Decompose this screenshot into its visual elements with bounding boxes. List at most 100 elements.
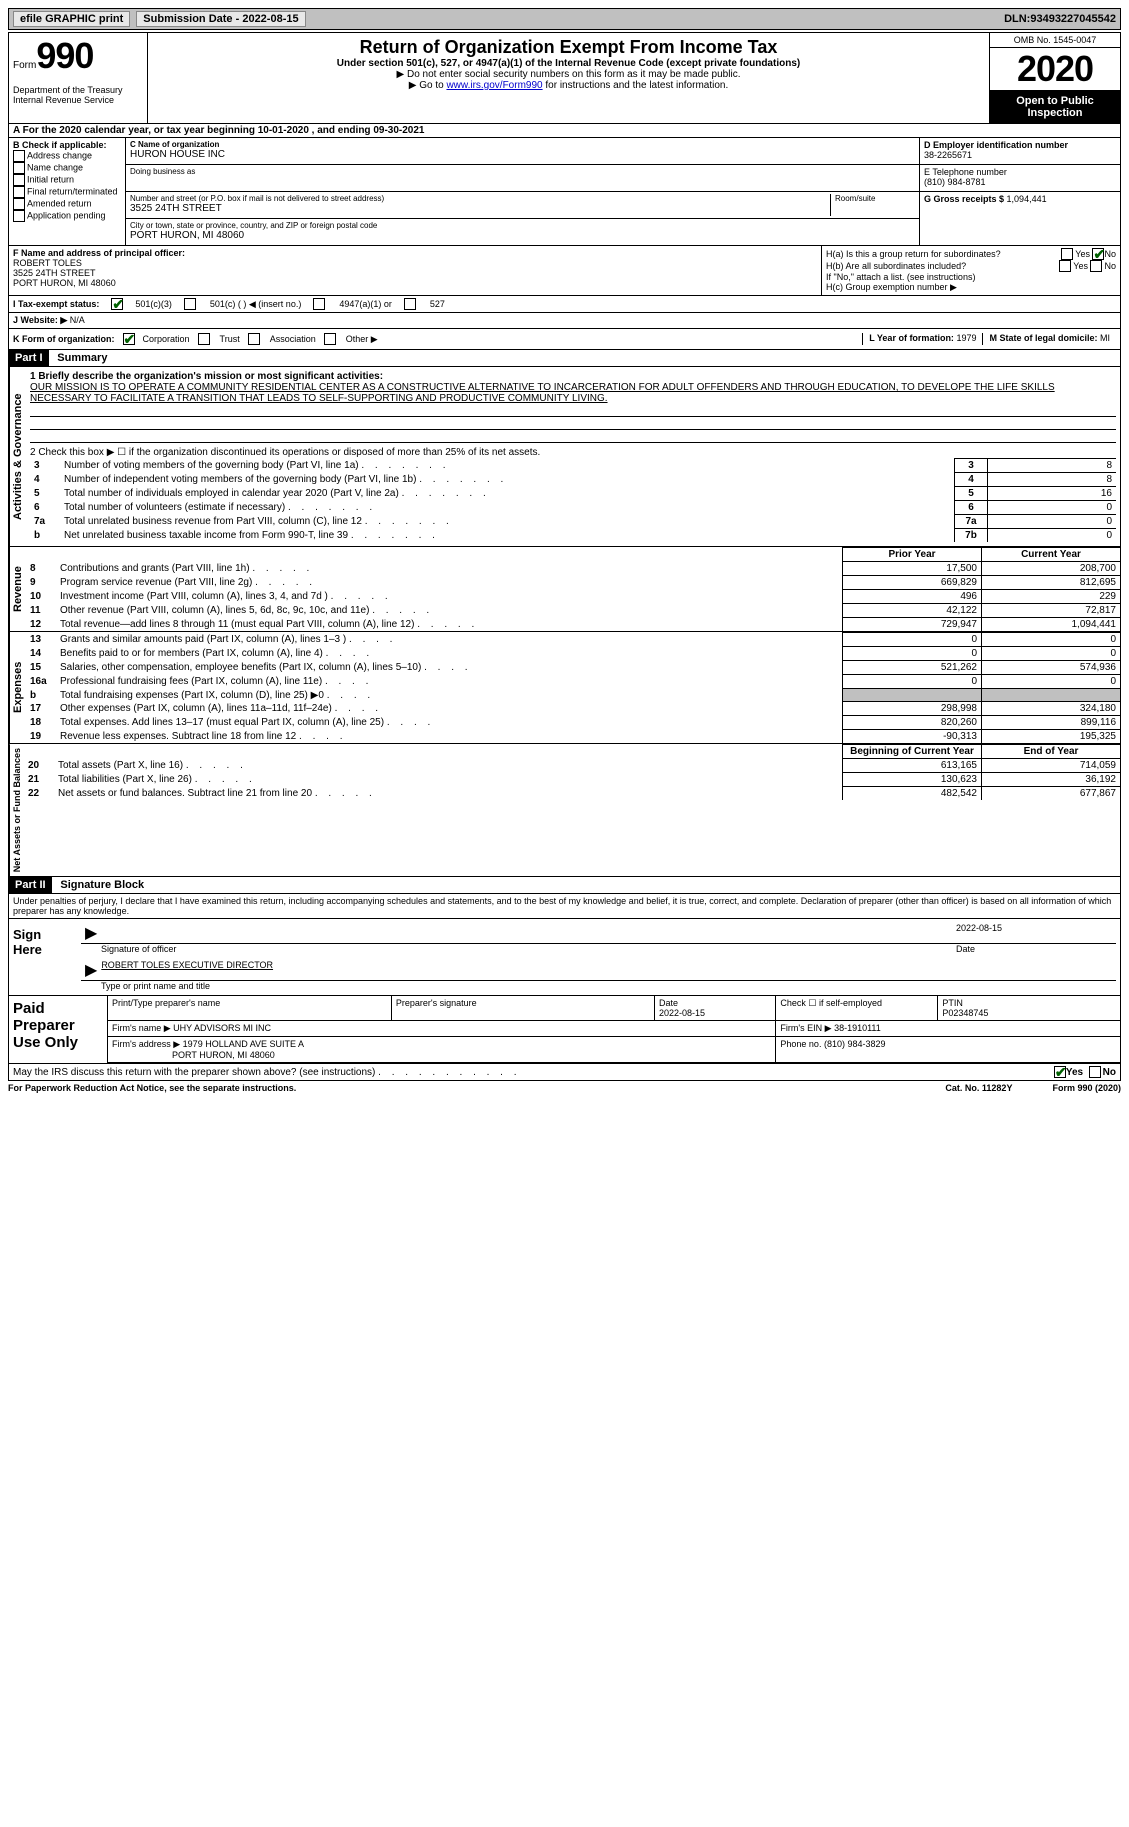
part2-header-row: Part II Signature Block — [8, 877, 1121, 894]
table-row: 14Benefits paid to or for members (Part … — [26, 647, 1120, 661]
city-state-zip: PORT HURON, MI 48060 — [130, 230, 915, 241]
firm-addr-label: Firm's address ▶ — [112, 1039, 180, 1049]
sig-arrow2-icon: ▶ — [81, 960, 101, 980]
note2-pre: ▶ Go to — [409, 80, 447, 91]
chk-pending[interactable] — [13, 210, 25, 222]
k-label: K Form of organization: — [13, 334, 115, 344]
form-note2: ▶ Go to www.irs.gov/Form990 for instruct… — [152, 80, 985, 91]
lbl-501c: 501(c) ( ) ◀ (insert no.) — [210, 299, 301, 310]
lbl-trust: Trust — [220, 334, 240, 344]
discuss-no-chk[interactable] — [1089, 1066, 1101, 1078]
officer-name: ROBERT TOLES — [13, 258, 82, 268]
irs-link[interactable]: www.irs.gov/Form990 — [446, 80, 542, 91]
sig-officer-label: Signature of officer — [101, 944, 956, 954]
lbl-corp: Corporation — [143, 334, 190, 344]
table-row: 19Revenue less expenses. Subtract line 1… — [26, 730, 1120, 744]
firm-addr2: PORT HURON, MI 48060 — [172, 1050, 275, 1060]
sig-arrow-icon: ▶ — [81, 923, 101, 943]
firm-addr1: 1979 HOLLAND AVE SUITE A — [183, 1039, 304, 1049]
col-deg: D Employer identification number 38-2265… — [919, 138, 1120, 245]
j-label: J Website: ▶ — [13, 315, 67, 326]
part2-title: Signature Block — [54, 877, 150, 893]
lbl-address: Address change — [27, 150, 92, 160]
mission-text: OUR MISSION IS TO OPERATE A COMMUNITY RE… — [30, 382, 1116, 404]
sig-date-label: Date — [956, 944, 1116, 954]
chk-name[interactable] — [13, 162, 25, 174]
form-header: Form990 Department of the Treasury Inter… — [8, 32, 1121, 124]
chk-initial[interactable] — [13, 174, 25, 186]
submission-label: Submission Date - — [143, 13, 242, 25]
discuss-no-label: No — [1103, 1067, 1116, 1078]
lbl-501c3: 501(c)(3) — [135, 299, 172, 309]
ha-no-chk[interactable] — [1092, 248, 1104, 260]
vlabel-expenses: Expenses — [9, 632, 26, 743]
section-fh: F Name and address of principal officer:… — [8, 246, 1121, 296]
d-label: D Employer identification number — [924, 140, 1068, 150]
f-label: F Name and address of principal officer: — [13, 248, 185, 258]
chk-527[interactable] — [404, 298, 416, 310]
lbl-4947: 4947(a)(1) or — [339, 299, 392, 309]
form-header-center: Return of Organization Exempt From Incom… — [148, 33, 989, 123]
chk-4947[interactable] — [313, 298, 325, 310]
m-cell: M State of legal domicile: MI — [982, 333, 1116, 345]
ein-value: 38-2265671 — [924, 150, 1116, 160]
chk-other[interactable] — [324, 333, 336, 345]
lbl-assoc: Association — [270, 334, 316, 344]
paid-preparer-body: Print/Type preparer's name Preparer's si… — [108, 996, 1120, 1063]
m-label: M State of legal domicile: — [989, 333, 1100, 343]
part2-tag: Part II — [9, 877, 52, 893]
top-bar: efile GRAPHIC print Submission Date - 20… — [8, 8, 1121, 30]
chk-corp[interactable] — [123, 333, 135, 345]
chk-assoc[interactable] — [248, 333, 260, 345]
part1-expenses: Expenses 13Grants and similar amounts pa… — [8, 632, 1121, 744]
form-title: Return of Organization Exempt From Incom… — [152, 37, 985, 58]
discuss-yes-chk[interactable] — [1054, 1066, 1066, 1078]
dba-label: Doing business as — [130, 167, 915, 176]
governance-body: 1 Briefly describe the organization's mi… — [26, 367, 1120, 546]
chk-trust[interactable] — [198, 333, 210, 345]
discuss-yes-label: Yes — [1066, 1067, 1083, 1078]
chk-amended[interactable] — [13, 198, 25, 210]
table-row: 6Total number of volunteers (estimate if… — [30, 501, 1116, 515]
firm-ein-value: 38-1910111 — [834, 1023, 881, 1033]
hb-yes-label: Yes — [1073, 261, 1088, 271]
dln-value: 93493227045542 — [1030, 13, 1116, 25]
page-footer: For Paperwork Reduction Act Notice, see … — [8, 1081, 1121, 1095]
note2-post: for instructions and the latest informat… — [543, 80, 729, 91]
firm-phone-value: (810) 984-3829 — [824, 1039, 886, 1049]
table-header-row: Prior YearCurrent Year — [26, 548, 1120, 562]
lbl-pending: Application pending — [27, 210, 106, 220]
table-row: 16aProfessional fundraising fees (Part I… — [26, 675, 1120, 689]
part1-title: Summary — [51, 350, 113, 366]
i-label: I Tax-exempt status: — [13, 299, 99, 309]
line1-label: 1 Briefly describe the organization's mi… — [30, 371, 383, 382]
chk-501c3[interactable] — [111, 298, 123, 310]
e-label: E Telephone number — [924, 167, 1116, 177]
ha-yes-chk[interactable] — [1061, 248, 1073, 260]
part1-revenue: Revenue Prior YearCurrent Year8Contribut… — [8, 547, 1121, 632]
ha-yes-label: Yes — [1075, 249, 1090, 259]
lbl-amended: Amended return — [27, 198, 92, 208]
table-row: 11Other revenue (Part VIII, column (A), … — [26, 604, 1120, 618]
website-value: N/A — [70, 315, 85, 326]
row-j: J Website: ▶ N/A — [8, 313, 1121, 329]
ptin-value: P02348745 — [942, 1008, 988, 1018]
firm-ein-label: Firm's EIN ▶ — [780, 1023, 831, 1033]
col-c: C Name of organization HURON HOUSE INC D… — [126, 138, 919, 245]
hb-yes-chk[interactable] — [1059, 260, 1071, 272]
chk-address[interactable] — [13, 150, 25, 162]
part1-governance: Activities & Governance 1 Briefly descri… — [8, 367, 1121, 547]
submission-button[interactable]: Submission Date - 2022-08-15 — [136, 11, 305, 27]
discuss-text: May the IRS discuss this return with the… — [13, 1067, 1054, 1078]
omb-number: OMB No. 1545-0047 — [990, 33, 1120, 48]
efile-button[interactable]: efile GRAPHIC print — [13, 11, 130, 27]
col-h: H(a) Is this a group return for subordin… — [822, 246, 1120, 295]
chk-501c[interactable] — [184, 298, 196, 310]
chk-final[interactable] — [13, 186, 25, 198]
governance-table: 3Number of voting members of the governi… — [30, 458, 1116, 542]
m-value: MI — [1100, 333, 1110, 343]
expenses-table: 13Grants and similar amounts paid (Part … — [26, 632, 1120, 743]
perjury-text: Under penalties of perjury, I declare th… — [8, 894, 1121, 919]
phone-value: (810) 984-8781 — [924, 177, 1116, 187]
officer-addr2: PORT HURON, MI 48060 — [13, 278, 116, 288]
